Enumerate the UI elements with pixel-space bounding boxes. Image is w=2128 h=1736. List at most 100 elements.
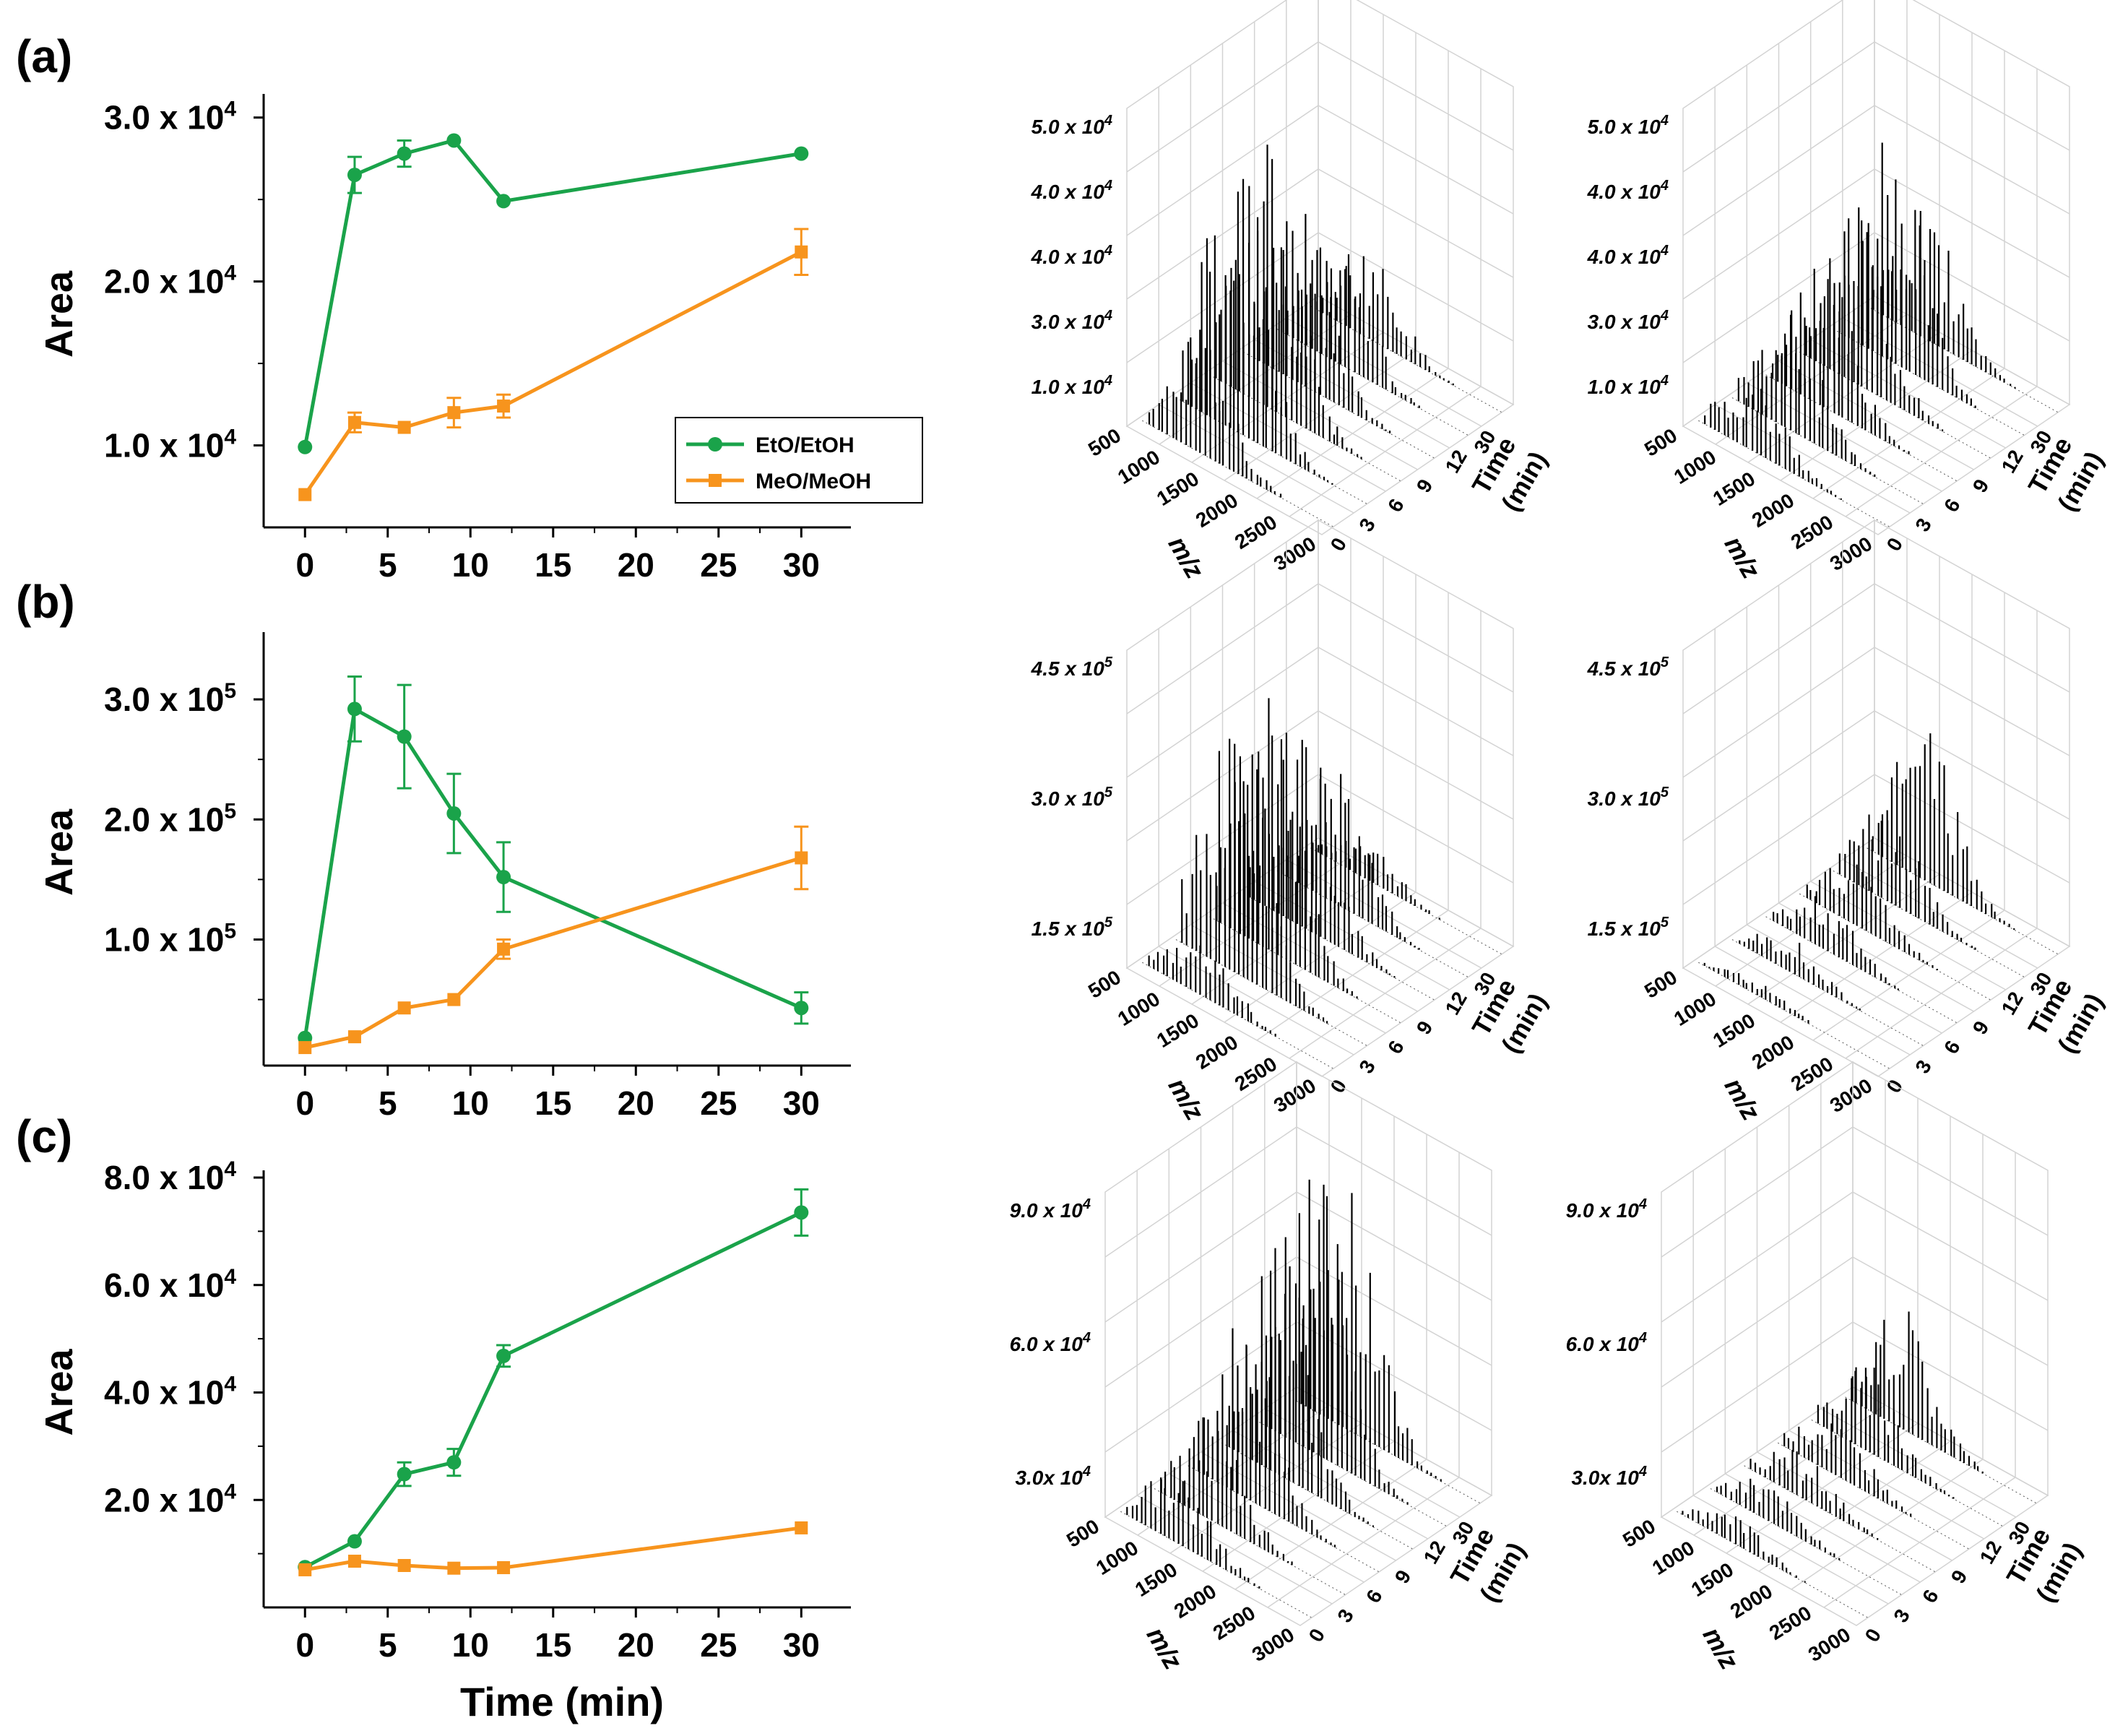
data-point — [397, 729, 412, 744]
spectrum-a-1: 5.0 x 104 4.0 x 104 4.0 x 104 3.0 x 104 1.0 … — [1031, 0, 1553, 583]
mz-tick-label: 1000 — [1092, 1537, 1142, 1579]
grid-line — [1682, 774, 1875, 905]
grid-line — [1874, 774, 2070, 884]
data-point — [397, 1558, 411, 1572]
grid-line — [1682, 232, 1875, 363]
time-tick-label: 0 — [1882, 534, 1908, 555]
mz-tick-label: 1500 — [1153, 467, 1203, 510]
grid-line — [1267, 1477, 1460, 1608]
mz-axis-title: m/z — [1141, 1622, 1189, 1674]
legend-label-meo: MeO/MeOH — [756, 470, 871, 493]
spectrum-baseline — [1142, 962, 1334, 1069]
series-meo-meoh — [298, 1521, 808, 1576]
z-tick-label: 4.5 x 105 — [1587, 655, 1669, 680]
mz-tick-label: 2000 — [1748, 1031, 1798, 1074]
grid-line — [1126, 710, 1319, 842]
legend-label-eto: EtO/EtOH — [756, 433, 855, 457]
time-tick-label: 3 — [1911, 514, 1936, 535]
y-tick-label: 8.0 x 104 — [104, 1157, 236, 1196]
data-point — [347, 1534, 362, 1549]
grid-line — [1874, 41, 2070, 151]
series-meo-meoh — [298, 228, 809, 501]
spectrum-baseline — [1188, 1465, 1380, 1573]
mz-tick-label: 2000 — [1170, 1580, 1220, 1623]
data-point — [794, 1001, 809, 1016]
y-tick-label: 3.0 x 105 — [104, 679, 236, 718]
spectrum-baseline — [1255, 1420, 1447, 1526]
x-tick-label: 20 — [618, 1084, 654, 1122]
mz-tick-label: 2500 — [1787, 511, 1837, 553]
time-tick-label: 9 — [1968, 1017, 1994, 1038]
grid-line — [1126, 583, 1319, 714]
mz-tick-label: 1500 — [1687, 1558, 1737, 1601]
data-point — [447, 993, 461, 1006]
data-point — [347, 1555, 361, 1568]
mz-tick-label: 2000 — [1748, 489, 1798, 532]
grid-line — [1318, 710, 1514, 820]
z-tick-label: 4.0 x 104 — [1587, 243, 1669, 268]
panel-label: (c) — [16, 1110, 72, 1162]
series-eto-etoh — [298, 1188, 809, 1575]
grid-line — [1318, 168, 1514, 278]
data-point — [496, 870, 511, 885]
y-tick-label: 2.0 x 104 — [104, 1480, 236, 1519]
grid-line — [1289, 928, 1482, 1059]
time-tick-label: 0 — [1326, 1076, 1351, 1097]
z-tick-label: 1.0 x 104 — [1031, 373, 1112, 398]
time-tick-label: 6 — [1939, 1037, 1965, 1058]
time-tick-label: 0 — [1305, 1625, 1330, 1646]
data-point — [347, 168, 362, 183]
y-tick-label: 1.0 x 104 — [104, 426, 236, 465]
spectrum-baseline — [1765, 916, 1958, 1024]
grid-line — [1289, 386, 1482, 517]
data-point — [298, 439, 313, 454]
panel-label: (b) — [16, 576, 75, 628]
spectrum-baseline — [1221, 1442, 1414, 1550]
spectrum-baseline — [1677, 1511, 1869, 1618]
mz-tick-label: 2500 — [1209, 1602, 1259, 1644]
mz-tick-label: 500 — [1063, 1515, 1103, 1552]
x-tick-label: 10 — [452, 1626, 489, 1664]
spectrum-baseline — [1698, 962, 1890, 1069]
time-tick-label: 3 — [1889, 1605, 1914, 1626]
z-tick-label: 4.0 x 104 — [1587, 178, 1669, 203]
z-tick-label: 5.0 x 104 — [1588, 113, 1669, 138]
grid-line — [1318, 774, 1514, 884]
y-axis-title: Area — [38, 1348, 81, 1435]
grid-line — [1296, 1126, 1492, 1236]
x-tick-label: 0 — [295, 546, 314, 584]
x-tick-label: 0 — [295, 1084, 314, 1122]
grid-line — [1126, 41, 1319, 173]
mz-tick-label: 3000 — [1826, 1074, 1876, 1117]
mz-tick-label: 2500 — [1765, 1602, 1815, 1644]
time-tick-label: 0 — [1861, 1625, 1886, 1646]
grid-line — [1104, 1321, 1297, 1453]
time-tick-label: 9 — [1412, 1017, 1437, 1038]
grid-line — [1318, 647, 1514, 756]
legend-marker-eto — [708, 437, 722, 452]
data-point — [397, 146, 412, 161]
mz-tick-label: 1000 — [1114, 988, 1164, 1030]
grid-line — [1126, 168, 1319, 300]
z-tick-label: 1.0 x 104 — [1588, 373, 1669, 398]
mz-tick-label: 3000 — [1804, 1623, 1854, 1666]
grid-line — [1874, 232, 2070, 342]
spectrum-baseline — [1833, 871, 2025, 977]
spectrum-baseline — [1175, 939, 1367, 1046]
data-point — [794, 1205, 809, 1220]
series-line — [304, 1526, 802, 1572]
series-line — [303, 706, 803, 1039]
spectrum-baseline — [1799, 351, 1991, 459]
time-tick-label: 9 — [1412, 475, 1437, 496]
z-tick-label: 9.0 x 104 — [1010, 1196, 1091, 1222]
grid-line — [1661, 1191, 1854, 1323]
data-point — [347, 1030, 361, 1044]
z-tick-label: 3.0 x 105 — [1031, 785, 1113, 810]
spectrum-a-2: 5.0 x 104 4.0 x 104 4.0 x 104 3.0 x 104 1.0 … — [1587, 0, 2109, 583]
series-line — [304, 1211, 803, 1569]
mz-axis-title: m/z — [1163, 1073, 1211, 1125]
grid-line — [1682, 710, 1875, 842]
mz-tick-label: 2500 — [1231, 511, 1281, 553]
